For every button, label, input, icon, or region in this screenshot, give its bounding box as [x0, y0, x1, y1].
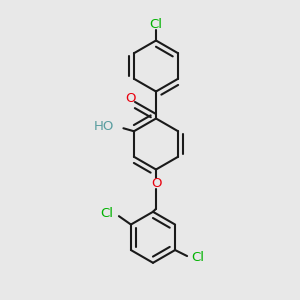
Text: Cl: Cl: [192, 251, 205, 264]
Text: HO: HO: [94, 120, 114, 133]
Text: O: O: [151, 177, 161, 190]
Text: O: O: [126, 92, 136, 106]
Text: Cl: Cl: [149, 18, 163, 31]
Text: Cl: Cl: [100, 207, 113, 220]
